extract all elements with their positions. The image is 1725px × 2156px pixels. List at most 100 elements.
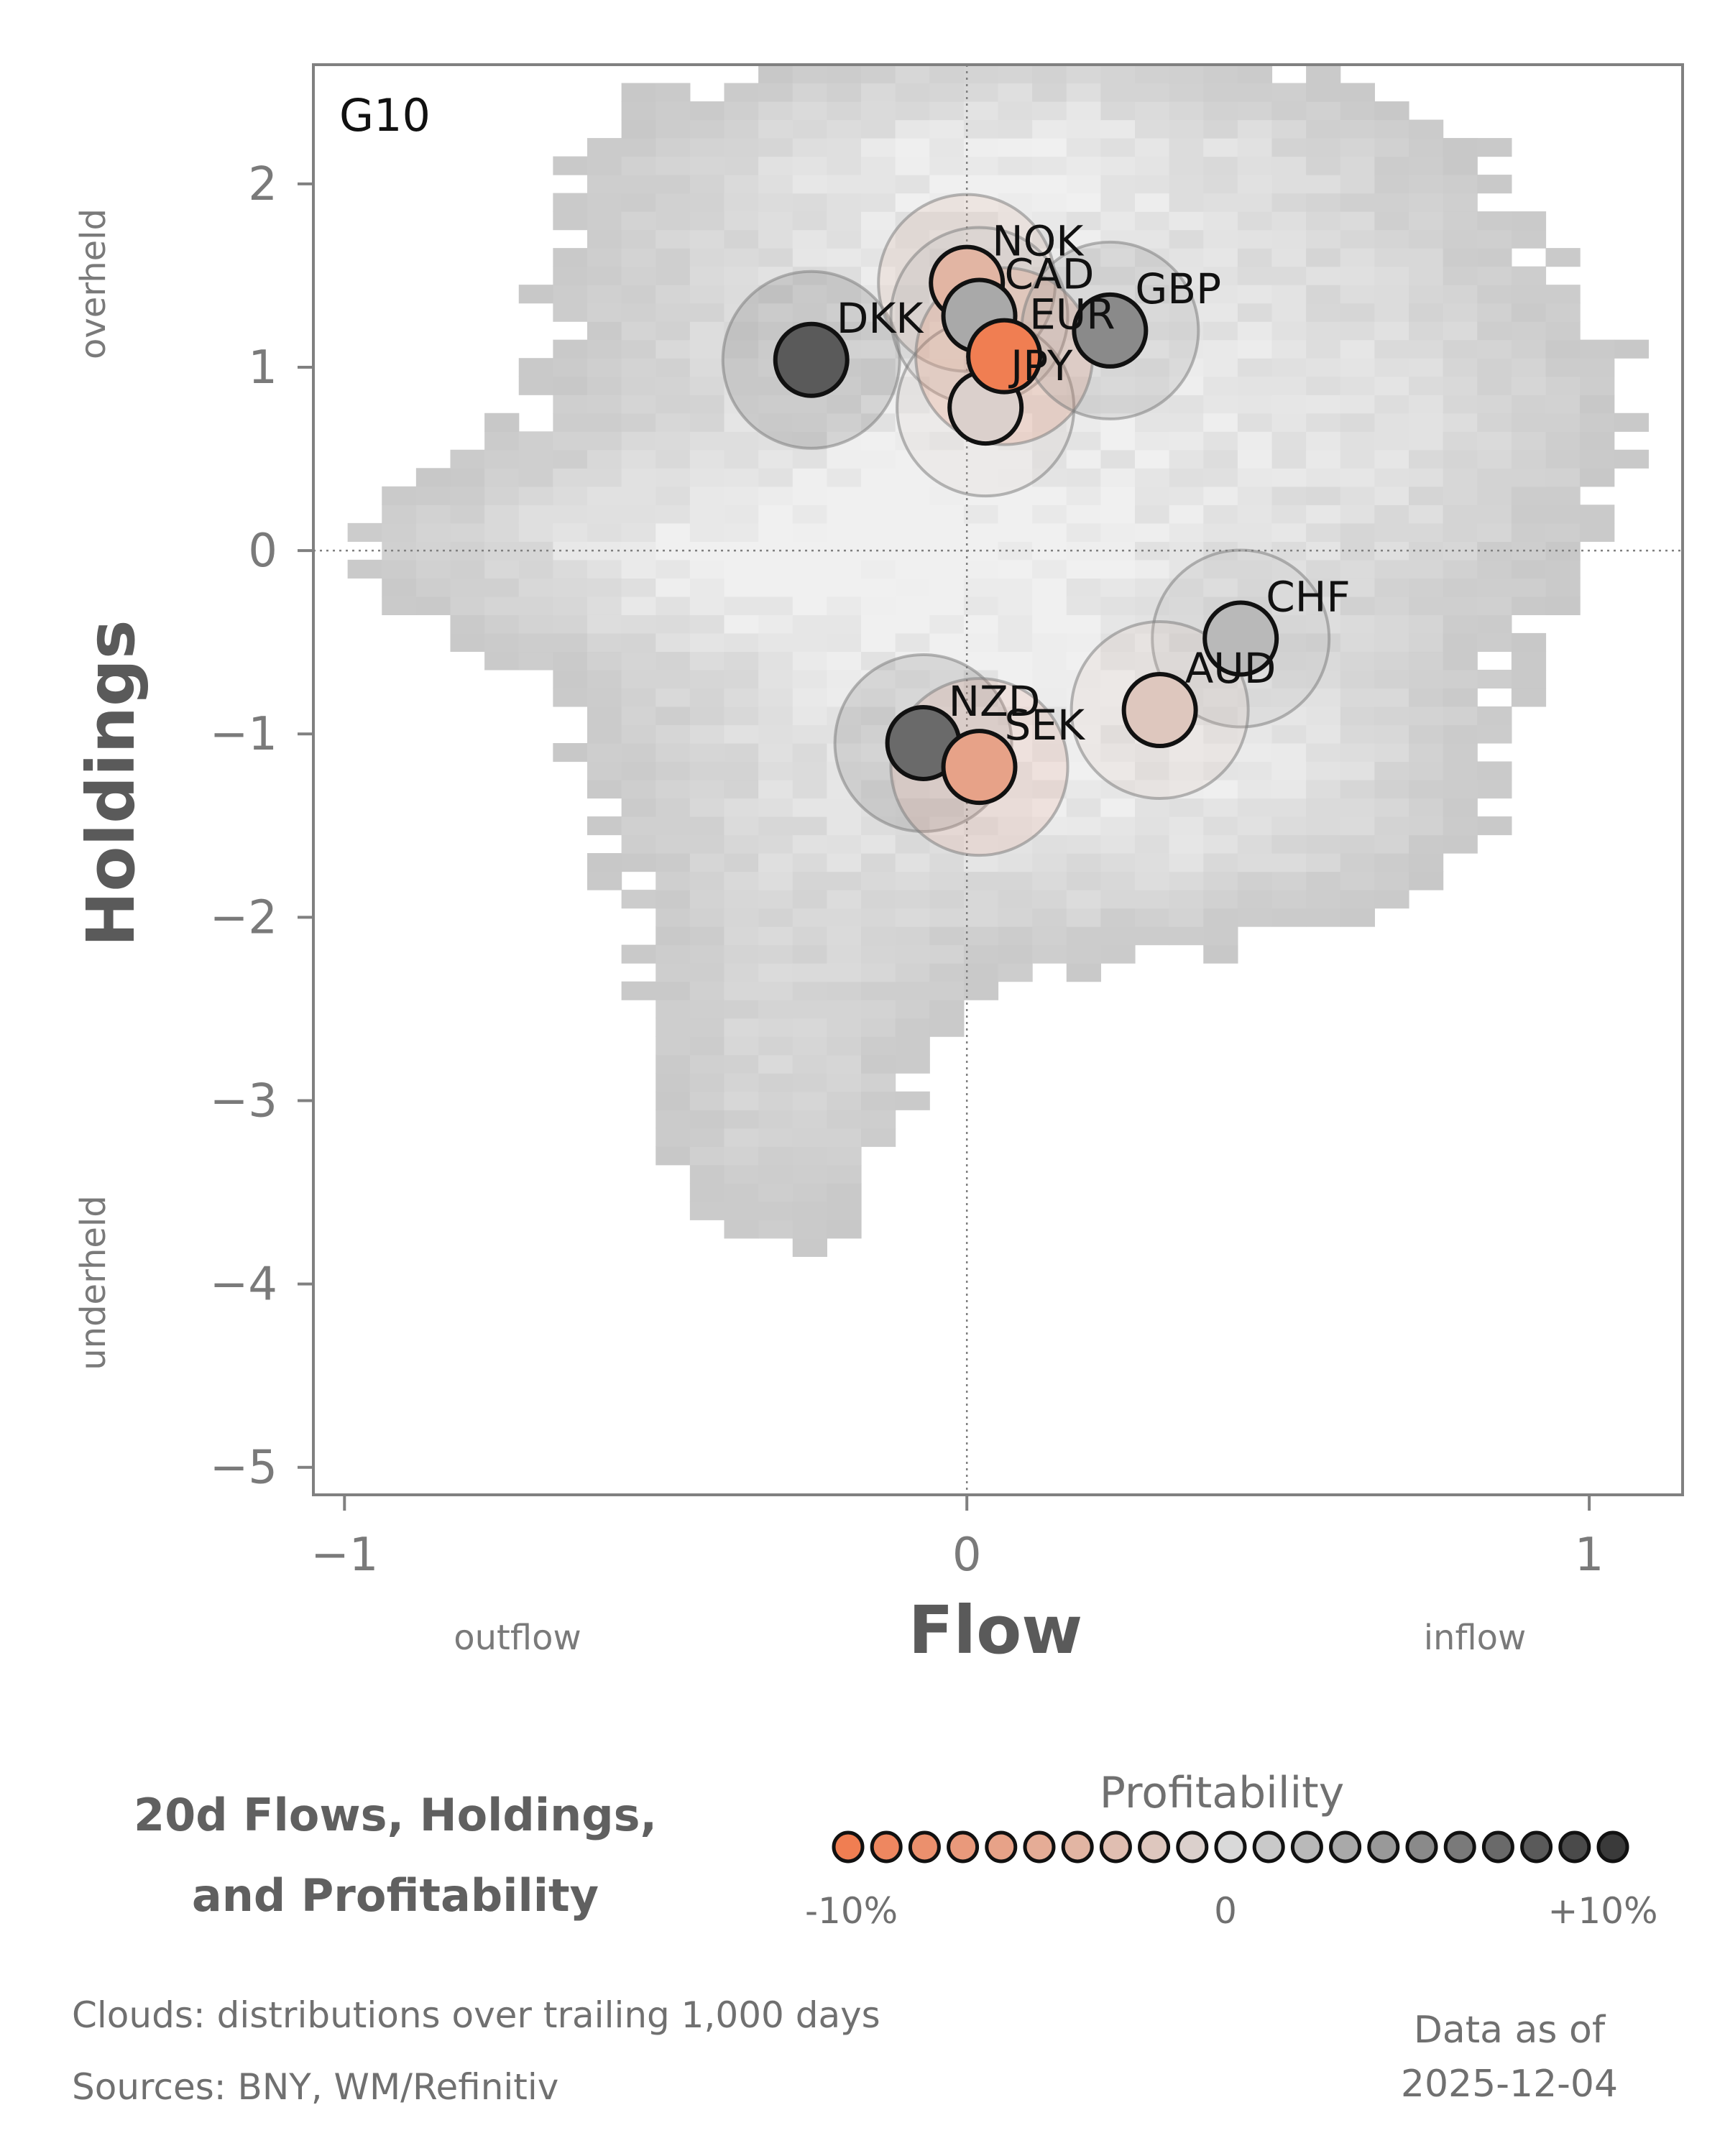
cloud-cell	[1477, 376, 1512, 395]
cloud-cell	[861, 780, 896, 799]
cloud-cell	[827, 1220, 862, 1239]
cloud-cell	[656, 816, 691, 836]
cloud-cell	[724, 632, 759, 653]
cloud-cell	[861, 1000, 896, 1019]
cloud-cell	[1100, 559, 1136, 579]
cloud-cell	[1545, 431, 1581, 451]
cloud-cell	[1511, 321, 1547, 341]
cloud-cell	[827, 138, 862, 157]
cloud-cell	[1135, 761, 1170, 780]
cloud-cell	[484, 614, 520, 634]
cloud-cell	[1443, 798, 1478, 817]
cloud-cell	[1271, 724, 1307, 744]
panel-label: G10	[339, 89, 431, 142]
cloud-cell	[656, 780, 691, 799]
cloud-cell	[929, 83, 965, 102]
cloud-cell	[1135, 926, 1170, 946]
cloud-cell	[1477, 395, 1512, 414]
cloud-cell	[1271, 138, 1307, 157]
cloud-cell	[1511, 449, 1547, 469]
cloud-cell	[621, 376, 656, 395]
cloud-cell	[1100, 468, 1136, 487]
cloud-cell	[553, 669, 588, 689]
cloud-cell	[724, 981, 759, 1000]
cloud-cell	[1545, 413, 1581, 432]
cloud-cell	[792, 83, 827, 102]
cloud-cell	[1135, 890, 1170, 909]
cloud-cell	[1169, 798, 1204, 817]
cloud-cell	[998, 632, 1033, 653]
cloud-cell	[929, 578, 965, 597]
cloud-cell	[1203, 559, 1238, 579]
legend-swatch	[1023, 1830, 1056, 1864]
cloud-cell	[1545, 468, 1581, 487]
cloud-cell	[998, 816, 1033, 836]
cloud-cell	[1340, 724, 1375, 744]
cloud-cell	[724, 1000, 759, 1019]
cloud-cell	[1066, 522, 1101, 542]
cloud-cell	[1409, 248, 1444, 267]
cloud-cell	[1340, 798, 1375, 817]
cloud-cell	[587, 816, 622, 836]
cloud-cell	[689, 1000, 725, 1019]
cloud-cell	[1374, 632, 1409, 653]
cloud-cell	[827, 596, 862, 615]
cloud-cell	[758, 1054, 794, 1074]
cloud-cell	[998, 156, 1033, 175]
cloud-cell	[1409, 761, 1444, 780]
cloud-cell	[1237, 505, 1273, 524]
cloud-cell	[689, 1036, 725, 1056]
cloud-cell	[758, 669, 794, 689]
cloud-cell	[382, 522, 417, 542]
cloud-cell	[1271, 596, 1307, 615]
cloud-cell	[1271, 175, 1307, 194]
cloud-cell	[450, 578, 485, 597]
cloud-cell	[689, 926, 725, 946]
cloud-cell	[1306, 742, 1341, 763]
cloud-cell	[724, 1091, 759, 1110]
cloud-cell	[553, 541, 588, 561]
cloud-cell	[792, 175, 827, 194]
cloud-cell	[1271, 669, 1307, 689]
cloud-cell	[553, 632, 588, 653]
cloud-cell	[1100, 651, 1136, 671]
cloud-cell	[827, 578, 862, 597]
legend-swatch	[1061, 1830, 1094, 1864]
cloud-cell	[963, 522, 999, 542]
cloud-cell	[587, 285, 622, 304]
cloud-cell	[1477, 724, 1512, 744]
cloud-cell	[929, 486, 965, 505]
point-label-sek: SEK	[1005, 701, 1086, 750]
cloud-cell	[1580, 358, 1615, 377]
cloud-cell	[1135, 229, 1170, 249]
cloud-cell	[1237, 119, 1273, 139]
cloud-cell	[484, 559, 520, 579]
cloud-cell	[792, 522, 827, 542]
cloud-cell	[656, 926, 691, 946]
cloud-cell	[724, 431, 759, 451]
cloud-cell	[792, 963, 827, 982]
cloud-cell	[1203, 413, 1238, 432]
cloud-cell	[792, 651, 827, 671]
cloud-cell	[1443, 395, 1478, 414]
cloud-cell	[656, 449, 691, 469]
cloud-cell	[1306, 522, 1341, 542]
cloud-cell	[1340, 156, 1375, 175]
cloud-cell	[1100, 853, 1136, 872]
cloud-cell	[895, 101, 930, 121]
cloud-cell	[1374, 724, 1409, 744]
cloud-cell	[1374, 486, 1409, 505]
cloud-cell	[1443, 761, 1478, 780]
cloud-cell	[587, 706, 622, 726]
cloud-cell	[998, 559, 1033, 579]
point-label-jpy: JPY	[1008, 341, 1073, 390]
cloud-cell	[792, 559, 827, 579]
cloud-cell	[758, 193, 794, 212]
cloud-cell	[1340, 871, 1375, 890]
cloud-cell	[1237, 285, 1273, 304]
cloud-cell	[827, 1183, 862, 1202]
cloud-cell	[1340, 468, 1375, 487]
cloud-cell	[621, 981, 656, 1000]
cloud-cell	[1443, 486, 1478, 505]
